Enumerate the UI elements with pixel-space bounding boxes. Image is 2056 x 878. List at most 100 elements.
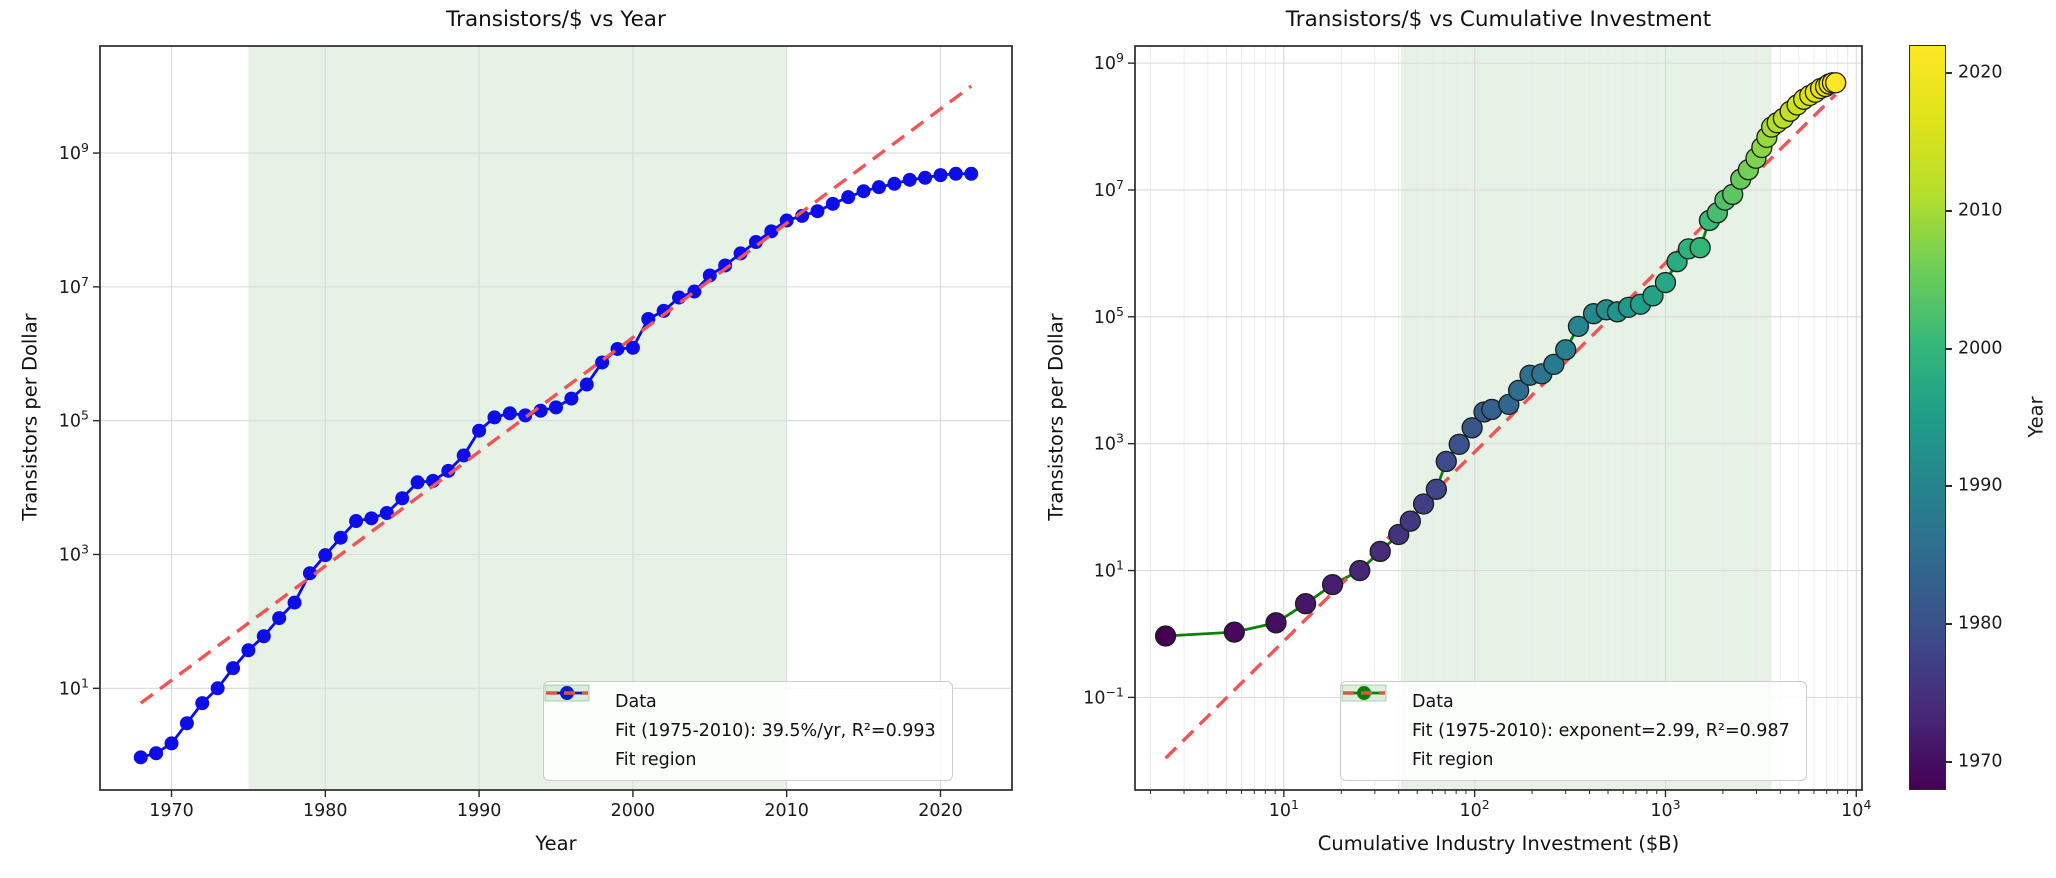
- data-point: [272, 611, 287, 626]
- plot-frame: [99, 45, 1013, 791]
- right-yaxis-label: Transistors per Dollar: [1044, 313, 1068, 521]
- data-point: [902, 172, 917, 187]
- data-point: [549, 400, 563, 415]
- x-tick-label: 101: [1269, 797, 1299, 821]
- data-point: [472, 423, 487, 438]
- left-legend: Data Fit (1975-2010): 39.5%/yr, R²=0.993…: [543, 681, 953, 781]
- legend-entry-fit-region: Fit region: [1341, 684, 1790, 771]
- data-point: [718, 258, 733, 273]
- data-point: [856, 184, 871, 199]
- axis-ticks: [93, 152, 942, 797]
- right-plot-canvas: 101 102 103 104 10−1 101 103 105 107 109: [1083, 45, 1871, 821]
- y-tick-label: 101: [1094, 558, 1124, 582]
- y-tick-label: 103: [59, 541, 89, 565]
- data-point: [964, 166, 979, 181]
- data-point: [226, 661, 241, 676]
- data-point: [195, 696, 210, 711]
- data-point: [871, 180, 886, 195]
- data-point: [349, 514, 364, 529]
- fit-line-swatch-icon: [546, 691, 602, 742]
- data-point: [318, 548, 333, 563]
- x-tick-label: 2020: [918, 801, 963, 821]
- x-tick-label: 1970: [149, 801, 194, 821]
- legend-entry-data: Data: [546, 686, 936, 713]
- colorbar-tick: [1946, 485, 1952, 488]
- scatter-point: [1435, 450, 1457, 473]
- fit-region-band: [1400, 46, 1772, 790]
- data-point: [841, 190, 856, 205]
- data-point: [456, 448, 471, 463]
- legend-entry-fit: Fit (1975-2010): 39.5%/yr, R²=0.993: [546, 691, 936, 742]
- scatter-point: [1555, 339, 1577, 361]
- legend-entry-data: Data: [1343, 686, 1790, 713]
- scatter-point: [1654, 271, 1677, 294]
- legend-entry-fit: Fit (1975-2010): exponent=2.99, R²=0.987: [1343, 691, 1790, 742]
- colorbar-tick-label: 1990: [1958, 475, 2003, 496]
- data-point: [164, 736, 179, 751]
- colorbar-gradient: [1909, 45, 1946, 790]
- left-plot-canvas: 1970 1980 1990 2000 2010 2020 101 103 105 107 109: [59, 45, 1013, 821]
- scatter-point: [1412, 493, 1435, 515]
- colorbar-tick-label: 2010: [1958, 199, 2003, 220]
- fit-line-series: [139, 84, 973, 705]
- data-point: [918, 170, 933, 185]
- y-tick-label: 107: [1094, 177, 1124, 201]
- data-point: [702, 268, 717, 283]
- y-tick-label: 101: [59, 675, 89, 699]
- data-point: [256, 629, 271, 644]
- colorbar-tick-label: 1970: [1958, 751, 2003, 772]
- scatter-point: [1543, 353, 1565, 376]
- colorbar-axis-label: Year: [2024, 396, 2048, 438]
- data-point: [518, 408, 533, 423]
- left-xaxis-label: Year: [535, 832, 577, 855]
- data-point: [564, 391, 579, 406]
- x-tick-label: 1980: [303, 801, 348, 821]
- fit-line-series: [1164, 93, 1837, 760]
- data-point: [656, 303, 671, 318]
- fit-region-swatch-icon: [544, 684, 602, 771]
- colorbar-tick-label: 1980: [1958, 613, 2003, 634]
- data-point: [287, 595, 302, 610]
- scatter-point: [1369, 540, 1391, 563]
- data-point: [395, 491, 410, 506]
- y-tick-label: 105: [1094, 304, 1124, 328]
- x-tick-label: 2000: [611, 801, 656, 821]
- data-point: [333, 530, 348, 545]
- data-point: [441, 463, 456, 478]
- colorbar-tick: [1946, 209, 1952, 212]
- data-point: [764, 224, 779, 239]
- axis-ticks: [1128, 62, 1857, 797]
- y-tick-label: 107: [59, 274, 89, 298]
- grid-lines: [100, 46, 1012, 790]
- colorbar-tick: [1946, 761, 1952, 764]
- legend-label: Fit region: [1412, 750, 1494, 770]
- colorbar-tick: [1946, 623, 1952, 626]
- y-tick-label: 105: [59, 408, 89, 432]
- data-point: [179, 716, 194, 731]
- x-tick-label: 104: [1841, 797, 1871, 821]
- fit-line-swatch-icon: [1343, 691, 1399, 742]
- y-tick-label: 103: [1094, 431, 1124, 455]
- scatter-point: [1825, 72, 1847, 94]
- y-tick-label: 10−1: [1083, 684, 1124, 708]
- scatter-points: [1154, 72, 1847, 647]
- legend-label: Data: [1412, 692, 1454, 712]
- colorbar-tick-label: 2020: [1958, 61, 2003, 82]
- y-tick-label: 109: [1094, 50, 1124, 74]
- data-point: [379, 505, 394, 520]
- scatter-point: [1425, 478, 1448, 500]
- x-tick-label: 102: [1460, 797, 1490, 821]
- data-line-series: [133, 166, 979, 765]
- data-point: [364, 511, 379, 526]
- data-point: [502, 406, 517, 421]
- fit-region-swatch-icon: [1341, 684, 1399, 771]
- minor-grid-lines: [1150, 46, 1848, 790]
- legend-label: Data: [615, 692, 657, 712]
- right-chart-title: Transistors/$ vs Cumulative Investment: [1285, 7, 1712, 32]
- scatter-point: [1154, 625, 1177, 647]
- scatter-point: [1294, 593, 1317, 615]
- legend-label: Fit (1975-2010): exponent=2.99, R²=0.987: [1412, 721, 1790, 741]
- data-point: [625, 340, 640, 355]
- data-point: [210, 681, 225, 696]
- x-tick-label: 1990: [457, 801, 502, 821]
